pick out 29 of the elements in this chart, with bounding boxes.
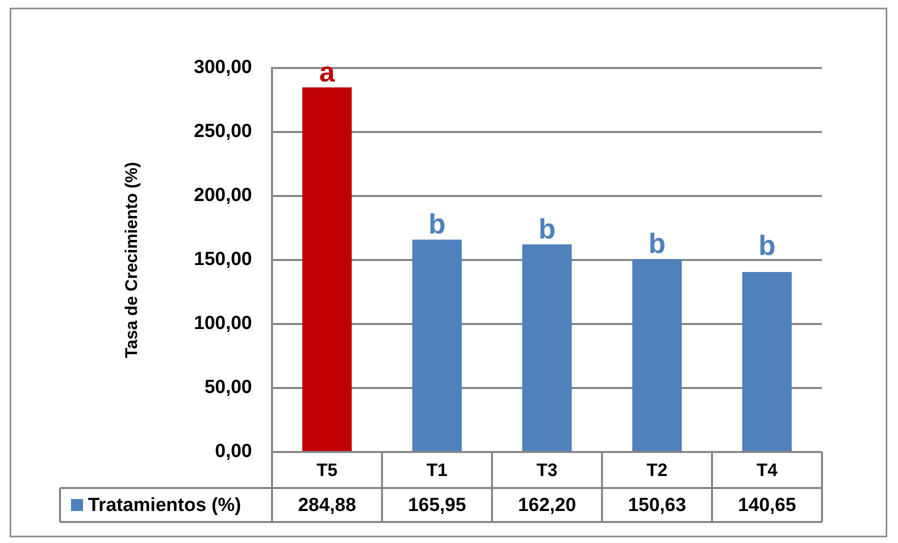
annotation: b: [648, 228, 666, 260]
bar: [412, 240, 462, 451]
x-tick-label: T5: [316, 460, 338, 480]
annotation: b: [428, 208, 446, 240]
y-axis-title: Tasa de Crecimiento (%): [122, 162, 141, 358]
bar: [742, 272, 792, 451]
data-label: 165,95: [408, 495, 466, 516]
data-label: 140,65: [738, 495, 796, 516]
y-tick-label: 150,00: [194, 249, 252, 270]
x-tick-label: T2: [646, 460, 668, 480]
y-tick-label: 100,00: [194, 313, 252, 334]
y-tick-label: 250,00: [194, 121, 252, 142]
bar: [302, 87, 352, 451]
bar: [632, 259, 682, 451]
data-label: 284,88: [298, 495, 356, 516]
bar: [522, 244, 572, 451]
data-label: 150,63: [628, 495, 686, 516]
y-tick-label: 300,00: [194, 57, 252, 78]
y-tick-label: 0,00: [215, 441, 252, 462]
x-tick-label: T4: [756, 460, 778, 480]
y-tick-label: 50,00: [204, 377, 252, 398]
y-tick-label: 200,00: [194, 185, 252, 206]
x-tick-label: T3: [536, 460, 558, 480]
annotation: b: [758, 230, 776, 261]
annotation: b: [538, 213, 556, 244]
annotation: a: [319, 56, 336, 88]
x-tick-label: T1: [426, 460, 448, 480]
legend-label: Tratamientos (%): [88, 495, 242, 516]
data-label: 162,20: [518, 495, 576, 516]
